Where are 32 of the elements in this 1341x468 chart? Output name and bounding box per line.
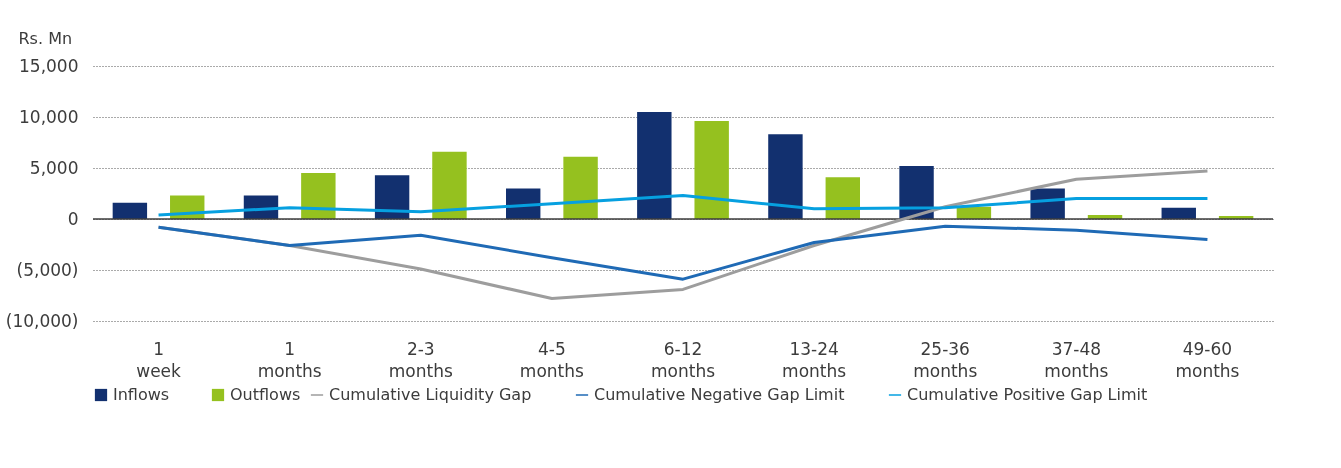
legend-label: Inflows	[113, 385, 170, 404]
y-tick-label: 15,000	[19, 55, 79, 76]
x-tick-label: 13-24 months	[782, 338, 847, 381]
line-series	[157, 224, 1209, 281]
bar	[825, 177, 860, 219]
line-series	[157, 194, 1209, 217]
bar	[432, 151, 467, 219]
bar	[301, 173, 336, 219]
bar	[694, 121, 729, 219]
y-tick-label: 10,000	[19, 106, 79, 127]
legend-label: Cumulative Negative Gap Limit	[594, 385, 845, 404]
bar	[374, 175, 410, 219]
x-tick-label: 1 months	[257, 338, 322, 381]
y-tick-label: (5,000)	[16, 259, 79, 280]
x-tick-label: 2-3 months	[388, 338, 453, 381]
x-tick-label: 37-48 months	[1044, 338, 1109, 381]
bar	[637, 111, 672, 219]
bar	[768, 134, 803, 219]
y-tick-label: 0	[67, 208, 79, 229]
bar	[563, 156, 598, 219]
x-tick-label: 49-60 months	[1175, 338, 1240, 381]
x-tick-label: 25-36 months	[913, 338, 978, 381]
x-tick-label: 6-12 months	[650, 338, 716, 381]
legend-label: Cumulative Liquidity Gap	[329, 385, 532, 404]
y-axis-title: Rs. Mn	[18, 28, 73, 48]
y-tick-label: 5,000	[29, 157, 79, 178]
x-tick-label: 4-5 months	[519, 338, 585, 381]
x-tick-label: 1 week	[136, 338, 182, 381]
legend-label: Outflows	[230, 385, 301, 404]
y-tick-label: (10,000)	[5, 310, 79, 331]
legend-label: Cumulative Positive Gap Limit	[907, 385, 1148, 404]
bar	[112, 202, 148, 219]
